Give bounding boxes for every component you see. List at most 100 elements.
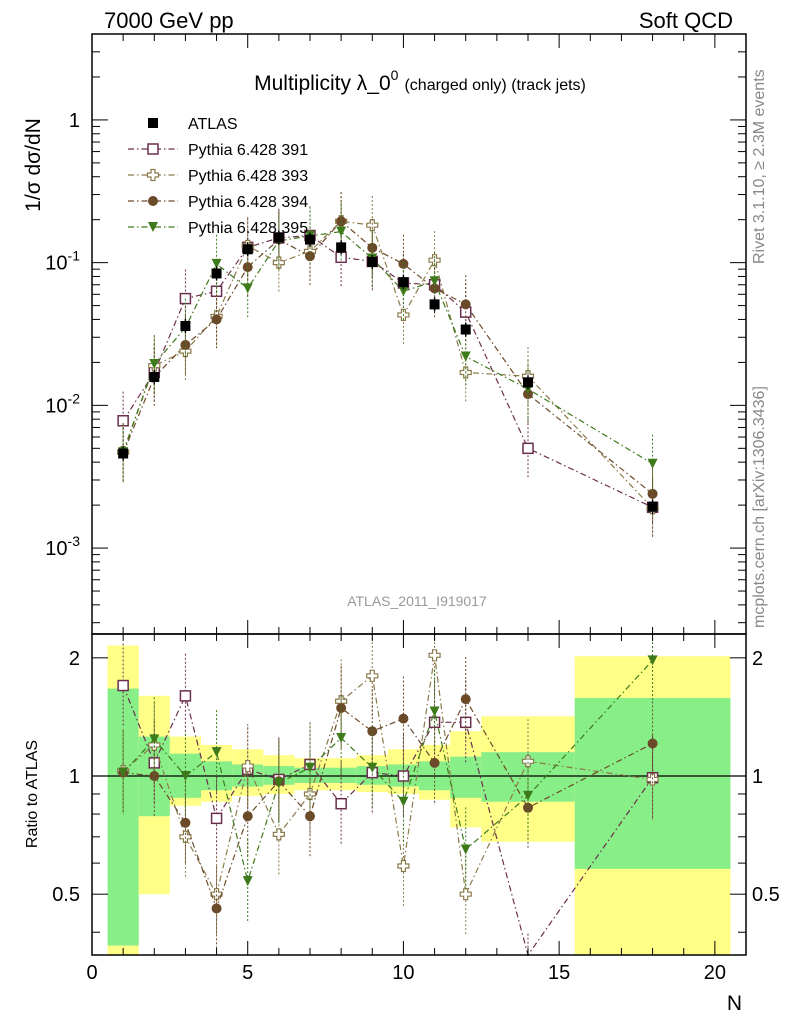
ratio-point <box>460 694 471 705</box>
legend-entry: ATLAS <box>188 116 238 133</box>
legend-marker <box>146 168 160 182</box>
legend-marker <box>147 143 159 155</box>
ratio-point <box>647 738 658 749</box>
ratio-point <box>336 732 347 743</box>
ratio-tick-label-right: 1 <box>752 766 763 788</box>
ratio-line <box>122 659 654 884</box>
ratio-point <box>149 734 160 745</box>
series-line <box>122 234 653 508</box>
series-line <box>122 220 653 495</box>
atlas-point <box>242 244 253 255</box>
series-line <box>122 220 654 509</box>
analysis-label: ATLAS_2011_I919017 <box>347 593 487 609</box>
atlas-point <box>460 324 471 335</box>
ratio-point <box>242 876 253 887</box>
ratio-point <box>272 828 285 841</box>
ratio-point <box>305 811 315 822</box>
ratio-point <box>429 706 440 717</box>
ratio-y-axis-label: Ratio to ATLAS <box>24 740 41 848</box>
series-point <box>366 219 379 232</box>
x-axis-label: N <box>727 992 742 1015</box>
ratio-point <box>242 811 253 822</box>
series-point <box>647 488 658 499</box>
ratio-band-stat <box>107 688 139 946</box>
atlas-point <box>367 257 378 268</box>
ratio-point <box>646 773 659 786</box>
ratio-band-stat <box>450 756 482 798</box>
ratio-point <box>117 679 129 692</box>
ratio-point <box>211 747 222 758</box>
atlas-point <box>398 277 409 288</box>
ratio-point <box>523 790 533 801</box>
series-point <box>211 314 222 325</box>
series-point <box>647 458 658 469</box>
legend-entry: Pythia 6.428 394 <box>188 194 308 211</box>
atlas-point <box>118 448 129 459</box>
x-tick-label: 10 <box>392 962 414 984</box>
ratio-point <box>305 762 315 773</box>
ratio-point <box>180 771 191 782</box>
ratio-point <box>428 649 441 662</box>
series-point <box>336 216 347 227</box>
x-tick-label: 20 <box>704 962 726 984</box>
chart-title: Multiplicity λ_00 (charged only) (track j… <box>254 67 586 95</box>
side-label-top: Rivet 3.1.10, ≥ 2.3M events <box>751 69 768 264</box>
series-point <box>522 442 534 455</box>
series-lines <box>122 220 654 509</box>
ratio-point <box>148 738 161 752</box>
legend-entry: Pythia 6.428 395 <box>188 220 308 237</box>
y-axis-label: 1/σ dσ/dN <box>22 118 45 212</box>
ratio-point <box>460 844 471 855</box>
series-point <box>429 276 440 287</box>
series-point <box>211 258 222 269</box>
ratio-point <box>149 771 160 782</box>
ratio-point <box>118 767 129 778</box>
axis-ticks: 0 5 10 15 20 10-3 10-2 10-1 1 0.5 0.5 1 1 2 2 <box>45 33 780 984</box>
atlas-point <box>305 234 315 245</box>
series-point <box>242 262 253 273</box>
atlas-point <box>336 242 347 253</box>
ratio-point <box>367 762 378 773</box>
ratio-point <box>210 888 223 901</box>
x-tick-label: 0 <box>86 962 97 984</box>
ratio-point <box>211 903 222 914</box>
series-point <box>180 339 191 350</box>
series-point <box>460 351 471 362</box>
ratio-point <box>429 757 440 768</box>
side-label-bottom: mcplots.cern.ch [arXiv:1306.3436] <box>751 386 768 628</box>
atlas-point <box>429 299 440 310</box>
ratio-point <box>241 759 254 773</box>
legend-marker <box>148 118 158 128</box>
ratio-point <box>366 669 379 682</box>
ratio-tick-label-left: 1 <box>69 766 80 788</box>
atlas-point <box>180 320 191 331</box>
data-marks <box>117 192 659 538</box>
ratio-point <box>210 812 223 825</box>
ratio-point <box>459 888 472 901</box>
series-point <box>460 299 471 310</box>
ratio-frame <box>91 633 747 956</box>
series-line <box>122 230 653 465</box>
x-tick-label: 15 <box>548 962 570 984</box>
atlas-point <box>211 268 222 279</box>
ratio-point <box>521 755 535 768</box>
ratio-marks <box>117 634 659 957</box>
series-point <box>336 226 347 237</box>
y-tick-label: 10-2 <box>45 390 80 417</box>
y-tick-label: 10-1 <box>45 248 80 275</box>
series-point <box>149 358 160 369</box>
x-tick-label: 5 <box>242 962 253 984</box>
chart-title-main: Multiplicity λ_0 <box>254 72 391 95</box>
legend: ATLAS Pythia 6.428 391 Pythia 6.428 393 Pyt… <box>128 116 308 237</box>
legend-marker <box>148 222 158 232</box>
atlas-point <box>523 377 533 388</box>
series-point <box>367 242 378 253</box>
series-point <box>242 283 253 294</box>
chart-title-superscript: 0 <box>391 67 399 83</box>
atlas-point <box>647 501 658 512</box>
series-point <box>398 286 409 297</box>
ratio-point <box>273 777 284 788</box>
ratio-point <box>397 859 410 873</box>
ratio-point <box>398 796 409 807</box>
